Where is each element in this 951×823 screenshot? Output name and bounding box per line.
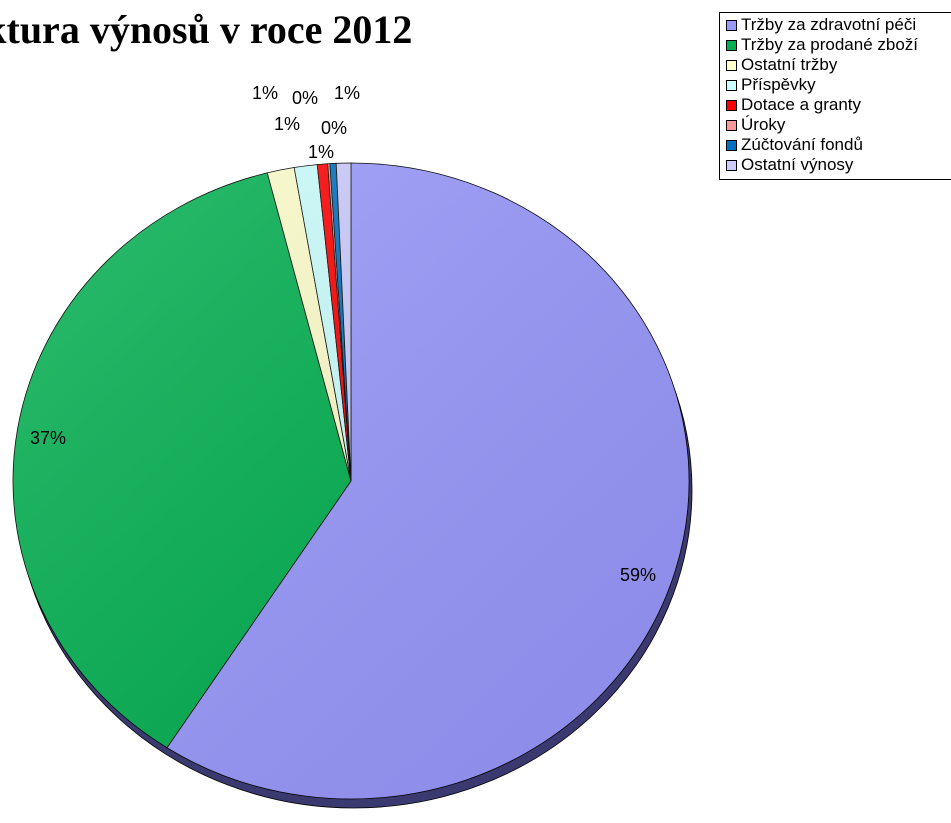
legend-label: Dotace a granty — [741, 95, 862, 114]
legend-item-trzby-za-zdravotni-peci: Tržby za zdravotní péči — [726, 15, 951, 35]
data-label-trzby-za-prodane-zbozi: 37% — [30, 428, 66, 448]
legend-label: Ostatní výnosy — [741, 155, 854, 174]
data-label-ostatni-trzby: 1% — [252, 83, 278, 103]
legend-swatch — [726, 119, 737, 131]
legend-swatch — [726, 99, 737, 111]
legend-label: Ostatní tržby — [741, 55, 838, 74]
legend-swatch — [726, 79, 737, 91]
legend-item-dotace-a-granty: Dotace a granty — [726, 95, 951, 115]
data-label-ostatni-vynosy: 1% — [334, 83, 360, 103]
data-label-zuctovani-fondu: 0% — [321, 118, 347, 138]
legend-label: Zúčtování fondů — [741, 135, 863, 154]
legend-item-zuctovani-fondu: Zúčtování fondů — [726, 135, 951, 155]
data-label-trzby-za-zdravotni-peci: 59% — [620, 565, 656, 585]
legend-item-uroky: Úroky — [726, 115, 951, 135]
legend-label: Příspěvky — [741, 75, 816, 94]
legend-item-prispevky: Příspěvky — [726, 75, 951, 95]
legend-swatch — [726, 39, 737, 51]
legend-label: Tržby za prodané zboží — [741, 35, 919, 54]
legend-label: Úroky — [741, 115, 786, 134]
data-label-dotace-a-granty: 1% — [308, 142, 334, 162]
legend-swatch — [726, 19, 737, 31]
legend-item-trzby-za-prodane-zbozi: Tržby za prodané zboží — [726, 35, 951, 55]
chart-title: uktura výnosů v roce 2012 — [0, 7, 413, 52]
legend-swatch — [726, 139, 737, 151]
chart-legend: Tržby za zdravotní péči Tržby za prodané … — [719, 12, 951, 180]
data-label-prispevky: 1% — [274, 114, 300, 134]
data-label-uroky: 0% — [292, 88, 318, 108]
legend-label: Tržby za zdravotní péči — [741, 15, 917, 34]
legend-swatch — [726, 159, 737, 171]
legend-item-ostatni-trzby: Ostatní tržby — [726, 55, 951, 75]
legend-swatch — [726, 59, 737, 71]
legend-item-ostatni-vynosy: Ostatní výnosy — [726, 155, 951, 175]
